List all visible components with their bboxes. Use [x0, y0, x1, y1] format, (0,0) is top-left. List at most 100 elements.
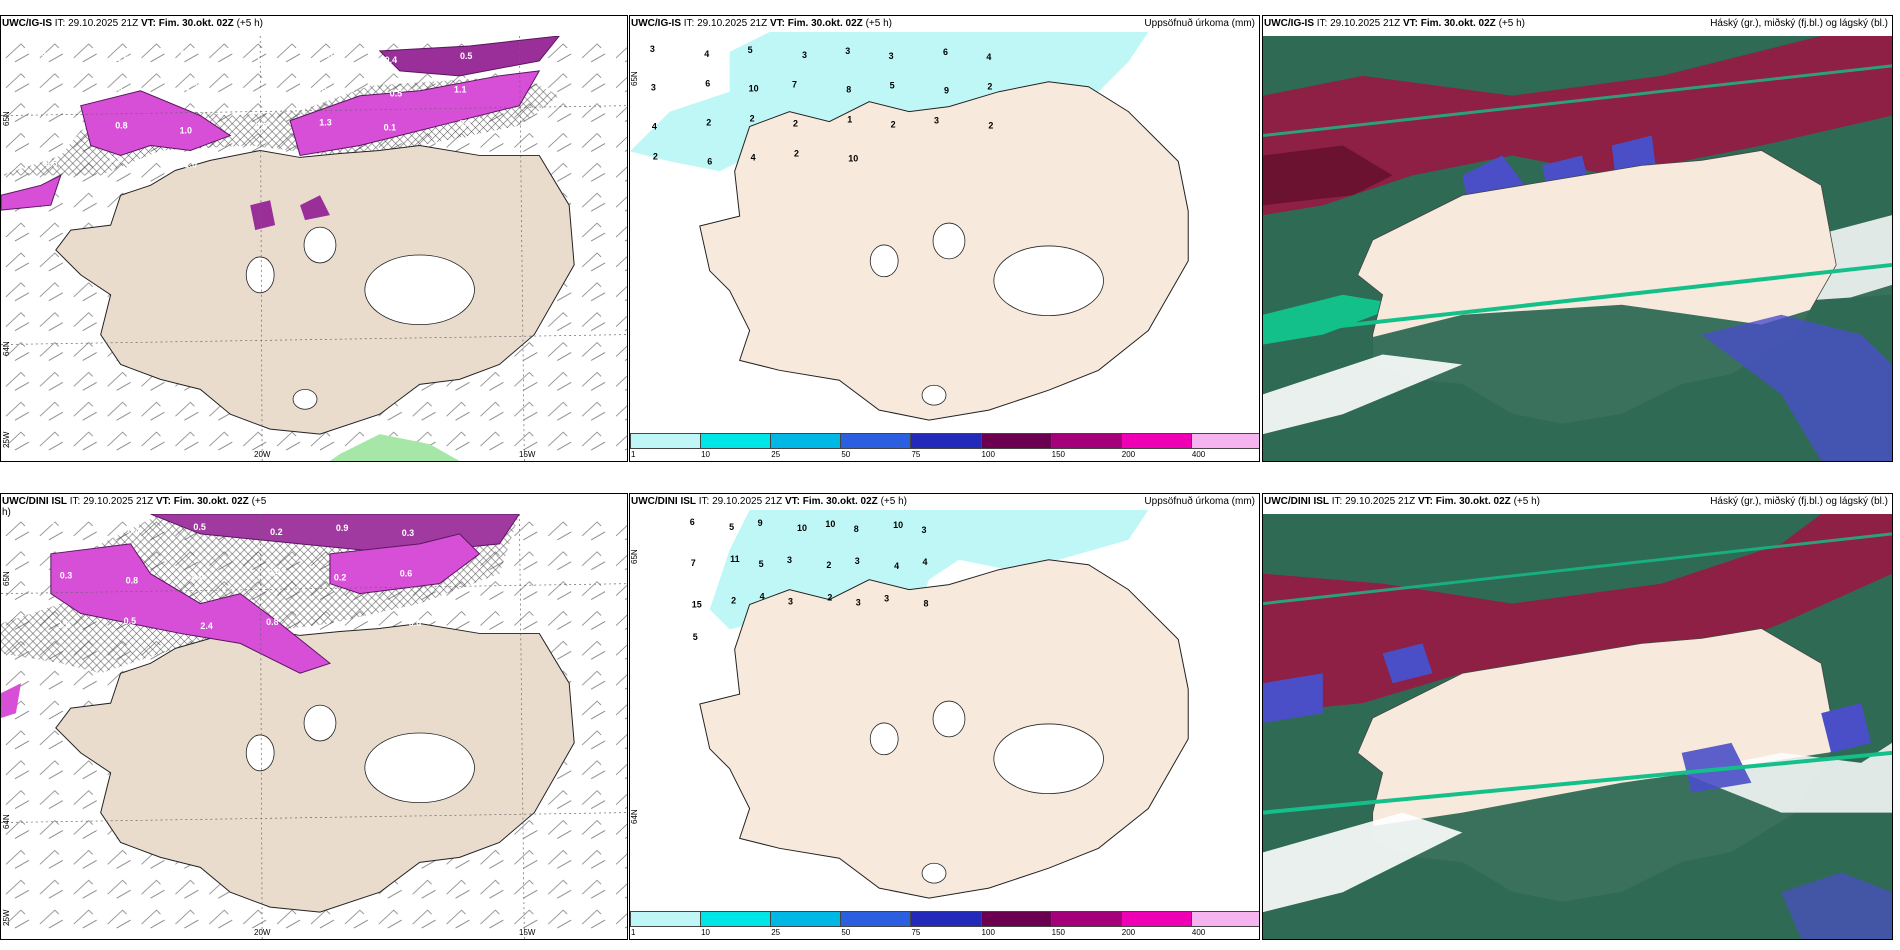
contour-label: 2.4: [200, 621, 212, 631]
precip-map-panel-row1: UWC/IG-IS IT: 29.10.2025 21Z VT: Fim. 30…: [629, 15, 1260, 462]
lat-label: 65N: [630, 71, 639, 86]
contour-label: 1.0: [185, 159, 197, 169]
contour-label: 8: [924, 599, 929, 609]
lat-label: 64N: [2, 341, 11, 356]
colorbar-tick: 75: [911, 928, 921, 937]
contour-label: 0.8: [115, 121, 127, 131]
colorbar-tick: 200: [1121, 450, 1136, 459]
colorbar-segment: [1190, 911, 1259, 927]
contour-label: 4: [923, 557, 928, 567]
contour-label: 15: [692, 600, 702, 610]
lat-label: 25W: [2, 909, 11, 926]
precip-title: Uppsöfnuð úrkoma (mm): [1144, 496, 1255, 507]
colorbar-tick: 10: [701, 928, 711, 937]
lon-label: 15W: [519, 928, 536, 937]
precip-title: Uppsöfnuð úrkoma (mm): [1144, 18, 1255, 29]
contour-label: 2: [987, 82, 992, 92]
colorbar-segment: [630, 433, 702, 449]
lon-label: 20W: [254, 928, 271, 937]
contour-label: 3: [787, 555, 792, 565]
contour-label: 6: [707, 156, 712, 166]
colorbar-segment: [1050, 911, 1122, 927]
contour-label: 10: [749, 84, 759, 94]
colorbar-tick: 150: [1051, 450, 1066, 459]
contour-label: 0.9: [255, 122, 267, 132]
contour-label: 7: [691, 558, 696, 568]
contour-label: 6: [690, 517, 695, 527]
wind-map-panel-row2: UWC/DINI ISL IT: 29.10.2025 21Z VT: Fim.…: [0, 493, 628, 940]
precip-map-svg: 3 4 5 3 3 3 6 4 3 6 10 7 8 5 9 2 4 2 2 2 1 2 3 2 2 6 4 2 10: [630, 32, 1259, 433]
contour-label: 10: [797, 523, 807, 533]
contour-label: 3: [651, 83, 656, 93]
wind-map-svg: 0.3 0.5 0.6 1.1 0.5 0.4 0.5 0.7 0.8 1.3 1.2 0.8 0.5 1…: [1, 36, 627, 461]
contour-label: 0.5: [116, 53, 128, 63]
contour-label: 5: [890, 81, 895, 91]
colorbar-tick: 50: [841, 928, 851, 937]
contour-label: 10: [825, 519, 835, 529]
colorbar-tick: 100: [981, 928, 995, 937]
contour-label: 1.1: [256, 54, 268, 64]
lat-label: 65N: [2, 571, 11, 586]
iceland-land: [55, 144, 575, 435]
contour-label: 2: [891, 120, 896, 130]
lat-label: 65N: [2, 111, 11, 126]
contour-label: 5: [748, 45, 753, 55]
contour-label: 1.0: [180, 126, 192, 136]
contour-label: 11: [730, 554, 739, 564]
colorbar-tick: 400: [1191, 928, 1206, 937]
colorbar-tick: 25: [771, 928, 781, 937]
colorbar-tick: 1: [631, 450, 636, 459]
lon-label: 15W: [519, 450, 536, 459]
colorbar-tick: 25: [771, 450, 781, 459]
contour-label: 0.3: [41, 48, 53, 58]
contour-label: 1: [847, 115, 852, 125]
colorbar: 1 10 25 50 75 100 150 200 400: [630, 911, 1259, 939]
map-area: 6 5 9 10 10 8 10 3 7 11 5 3 2 3 4 4 15 2 4 3 2 3 3 8 5: [630, 510, 1259, 911]
contour-label: 3: [845, 46, 850, 56]
contour-label: 9: [944, 86, 949, 96]
panel-title: UWC/IG-IS IT: 29.10.2025 21Z VT: Fim. 30…: [631, 18, 892, 29]
colorbar-tick: 100: [981, 450, 995, 459]
map-area: 0.3 0.5 0.6 1.1 0.5 0.4 0.5 0.7 0.8 1.3 1.2 0.8 0.5 1…: [1, 36, 627, 461]
contour-label: 5: [693, 632, 698, 642]
cloud-title: Háský (gr.), miðský (fj.bl.) og lágský (…: [1710, 18, 1888, 29]
contour-label: 0.3: [60, 570, 72, 580]
colorbar: 1 10 25 50 75 100 150 200 400: [630, 433, 1259, 461]
colorbar-segment: [630, 911, 702, 927]
contour-label: 0.8: [110, 87, 122, 97]
colorbar-tick: 75: [911, 450, 921, 459]
cloud-map-panel-row2: UWC/DINI ISL IT: 29.10.2025 21Z VT: Fim.…: [1262, 493, 1893, 940]
colorbar-segment: [700, 911, 772, 927]
contour-label: 8: [846, 85, 851, 95]
contour-label: 1.5: [58, 620, 70, 630]
contour-label: 6: [943, 47, 948, 57]
contour-label: 1.3: [319, 118, 331, 128]
colorbar-segment: [1050, 433, 1122, 449]
lat-label: 65N: [630, 549, 639, 564]
colorbar-segment: [1190, 433, 1259, 449]
cloud-map-svg: [1263, 514, 1892, 939]
contour-label: 0.5: [460, 51, 472, 61]
contour-label: 0.8: [266, 617, 278, 627]
contour-label: 0.2: [270, 527, 282, 537]
colorbar-segment: [840, 911, 912, 927]
contour-label: 0.1: [384, 123, 396, 133]
panel-title: UWC/IG-IS IT: 29.10.2025 21Z VT: Fim. 30…: [1264, 18, 1525, 29]
colorbar-tick: 200: [1121, 928, 1136, 937]
contour-label: 4: [751, 152, 756, 162]
contour-label: 9: [758, 518, 763, 528]
contour-label: 8: [854, 524, 859, 534]
panel-title: UWC/DINI ISL IT: 29.10.2025 21Z VT: Fim.…: [1264, 496, 1540, 507]
contour-label: 0.6: [409, 618, 421, 628]
contour-label: 3: [922, 525, 927, 535]
contour-label: 10: [893, 520, 903, 530]
lon-label: 20W: [254, 450, 271, 459]
contour-label: 3: [855, 556, 860, 566]
contour-label: 3: [788, 597, 793, 607]
contour-label: 0.5: [45, 158, 57, 168]
contour-label: 0.5: [124, 616, 136, 626]
contour-label: 3: [856, 598, 861, 608]
contour-label: 3: [802, 50, 807, 60]
contour-label: 0.8: [126, 575, 138, 585]
contour-label: 1.1: [454, 85, 466, 95]
